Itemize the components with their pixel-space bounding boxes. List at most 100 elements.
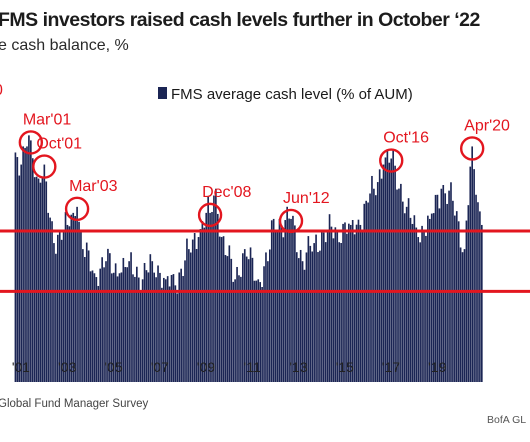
bar [467, 205, 470, 382]
bar [338, 242, 341, 382]
annotation-circle [197, 202, 223, 228]
bar [434, 194, 437, 382]
bar [309, 245, 312, 382]
bar [134, 276, 136, 382]
bar [322, 232, 325, 382]
bar [74, 216, 76, 382]
bar [78, 221, 80, 382]
bar [286, 206, 288, 382]
bar [313, 243, 315, 382]
bar [157, 265, 159, 382]
bar [299, 249, 302, 382]
bar [396, 189, 398, 382]
bar [230, 258, 233, 382]
bar [380, 178, 383, 382]
bar [450, 182, 452, 382]
bar [76, 206, 78, 382]
bar [398, 188, 400, 382]
bar [30, 140, 32, 382]
legend: FMS average cash level (% of AUM) [158, 86, 413, 103]
bar [20, 164, 23, 382]
bar [321, 231, 323, 382]
bar [479, 211, 481, 382]
bar [43, 164, 46, 382]
bar [191, 239, 194, 382]
bar [257, 279, 260, 382]
bar [311, 251, 314, 382]
bar [305, 252, 308, 382]
bar [205, 212, 208, 382]
bar [357, 219, 360, 382]
bar [363, 203, 366, 382]
bar [41, 178, 44, 382]
bar [351, 220, 354, 382]
bar [126, 267, 129, 382]
bar [186, 238, 188, 382]
bar [355, 224, 358, 382]
bar [388, 162, 391, 382]
bar [359, 224, 362, 382]
bar [26, 146, 28, 382]
bar [176, 293, 179, 382]
bar [60, 239, 63, 382]
bar [137, 277, 140, 382]
bar [475, 194, 477, 382]
bar [405, 206, 408, 382]
bar [438, 208, 441, 382]
bar [390, 158, 393, 382]
bar [461, 252, 464, 382]
bar [265, 252, 267, 382]
bar [334, 227, 337, 382]
bar [180, 268, 182, 382]
bar [274, 231, 277, 382]
bar [91, 270, 94, 382]
legend-label: FMS average cash level (% of AUM) [171, 86, 413, 103]
bar [324, 242, 327, 382]
annotation-label: Oct'16 [383, 130, 429, 147]
bar [95, 277, 98, 382]
bar [469, 166, 472, 382]
bar [132, 274, 134, 382]
bar [213, 195, 215, 382]
bar [332, 238, 335, 382]
annotation-label: Mar'03 [69, 178, 118, 195]
bar [87, 250, 90, 382]
bar [49, 217, 51, 382]
bar [247, 259, 250, 382]
bar [432, 213, 435, 382]
bar [340, 243, 342, 382]
bar [284, 220, 287, 382]
bar [101, 257, 103, 382]
bar [319, 250, 321, 382]
bar [172, 274, 175, 382]
x-tick-label: '07 [151, 359, 169, 375]
bar [118, 273, 121, 382]
bar [253, 280, 256, 382]
bar [349, 224, 352, 382]
bar [259, 282, 261, 382]
bar [128, 261, 130, 382]
bar [436, 194, 439, 382]
bar [215, 188, 217, 382]
bar [403, 213, 406, 382]
bar [195, 248, 198, 382]
bar [207, 196, 209, 382]
bar [124, 267, 127, 382]
bar [188, 249, 190, 382]
bar [64, 212, 67, 382]
bar [245, 256, 248, 382]
bar [297, 258, 300, 382]
bar [178, 272, 181, 382]
bar [93, 273, 96, 382]
bar [182, 276, 184, 382]
bar [70, 214, 73, 382]
bar [47, 212, 49, 382]
bar [280, 224, 283, 382]
bar [400, 183, 402, 382]
bar [170, 275, 173, 382]
bar [267, 261, 269, 382]
bar [72, 212, 75, 382]
bar [216, 213, 219, 382]
annotation-circle [459, 136, 485, 161]
bar [269, 249, 271, 382]
